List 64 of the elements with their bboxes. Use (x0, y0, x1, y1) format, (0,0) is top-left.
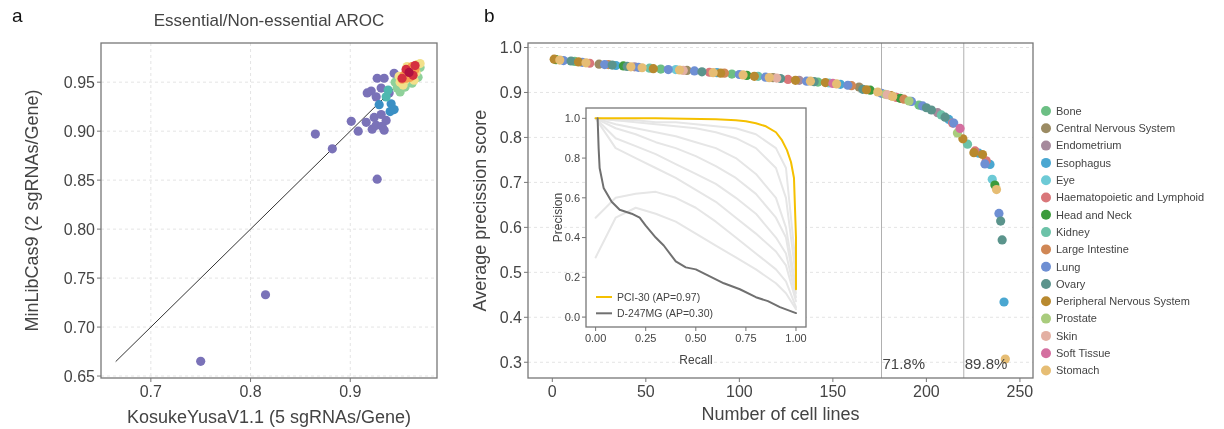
x-tick-label: 200 (913, 382, 940, 400)
y-tick-label: 0.70 (63, 318, 96, 336)
x-tick-label: 150 (819, 382, 847, 400)
y-axis-title: Precision (551, 192, 565, 243)
legend-label: Eye (1056, 174, 1075, 187)
legend-label: Peripheral Nervous System (1056, 295, 1190, 308)
x-tick-label: 0.00 (584, 331, 607, 344)
legend-label: Stomach (1056, 364, 1100, 377)
legend-label: PCI-30 (AP=0.97) (617, 290, 701, 303)
y-tick-label: 0.90 (63, 122, 96, 140)
x-tick-label: 0.9 (339, 382, 362, 400)
legend-label: Head and Neck (1056, 208, 1133, 221)
legend-label: Lung (1056, 260, 1081, 273)
annotation: 71.8% (882, 355, 926, 373)
x-tick-label: 0.8 (239, 382, 262, 400)
x-tick-label: 0 (547, 382, 557, 400)
y-tick-label: 0.75 (63, 269, 96, 287)
legend-label: Endometrium (1056, 139, 1122, 152)
x-tick-label: 100 (726, 382, 753, 400)
y-axis-title: Average precission score (470, 109, 490, 312)
legend-label: D-247MG (AP=0.30) (617, 306, 713, 319)
legend-label: Skin (1056, 329, 1078, 342)
y-tick-label: 0.3 (499, 353, 523, 371)
y-tick-label: 0.65 (63, 367, 96, 385)
x-axis-title: Number of cell lines (701, 404, 860, 424)
legend-label: Esophagus (1056, 156, 1112, 169)
annotation: 89.8% (964, 355, 1008, 373)
text: a (12, 5, 23, 26)
y-tick-label: 0.4 (564, 231, 580, 244)
y-tick-label: 0.0 (564, 310, 580, 323)
x-tick-label: 0.75 (735, 331, 757, 344)
legend-label: Haematopoietic and Lymphoid (1056, 191, 1205, 204)
legend-label: Soft Tissue (1056, 347, 1111, 360)
legend-label: Large Intestine (1056, 243, 1129, 256)
y-tick-label: 0.80 (63, 220, 96, 238)
legend-label: Bone (1056, 104, 1082, 117)
y-tick-label: 1.0 (564, 112, 580, 125)
x-tick-label: 0.7 (139, 382, 163, 400)
y-tick-label: 0.8 (499, 129, 523, 147)
x-tick-label: 250 (1006, 382, 1034, 400)
y-tick-label: 0.2 (564, 271, 580, 284)
x-tick-label: 50 (636, 382, 655, 400)
legend-label: Kidney (1056, 225, 1091, 238)
y-tick-label: 0.95 (63, 73, 96, 91)
x-tick-label: 0.25 (635, 331, 657, 344)
y-tick-label: 0.9 (499, 84, 523, 102)
y-tick-label: 1.0 (499, 39, 523, 57)
legend-label: Ovary (1056, 277, 1086, 290)
y-tick-label: 0.8 (564, 151, 580, 164)
x-axis-title: Recall (679, 353, 713, 367)
legend-label: Prostate (1056, 312, 1097, 325)
y-tick-label: 0.5 (499, 263, 523, 281)
y-tick-label: 0.6 (499, 218, 523, 236)
chart-title: Essential/Non-essential AROC (153, 11, 385, 30)
legend-label: Central Nervous System (1056, 122, 1176, 135)
y-tick-label: 0.7 (499, 174, 523, 191)
y-axis-title: MinLibCas9 (2 sgRNAs/Gene) (22, 89, 42, 332)
y-tick-label: 0.85 (63, 171, 96, 189)
x-tick-label: 0.50 (685, 331, 707, 344)
y-tick-label: 0.6 (564, 191, 580, 204)
x-axis-title: KosukeYusaV1.1 (5 sgRNAs/Gene) (126, 407, 412, 427)
x-tick-label: 1.00 (785, 331, 807, 344)
text: b (484, 5, 495, 26)
y-tick-label: 0.4 (499, 308, 523, 326)
